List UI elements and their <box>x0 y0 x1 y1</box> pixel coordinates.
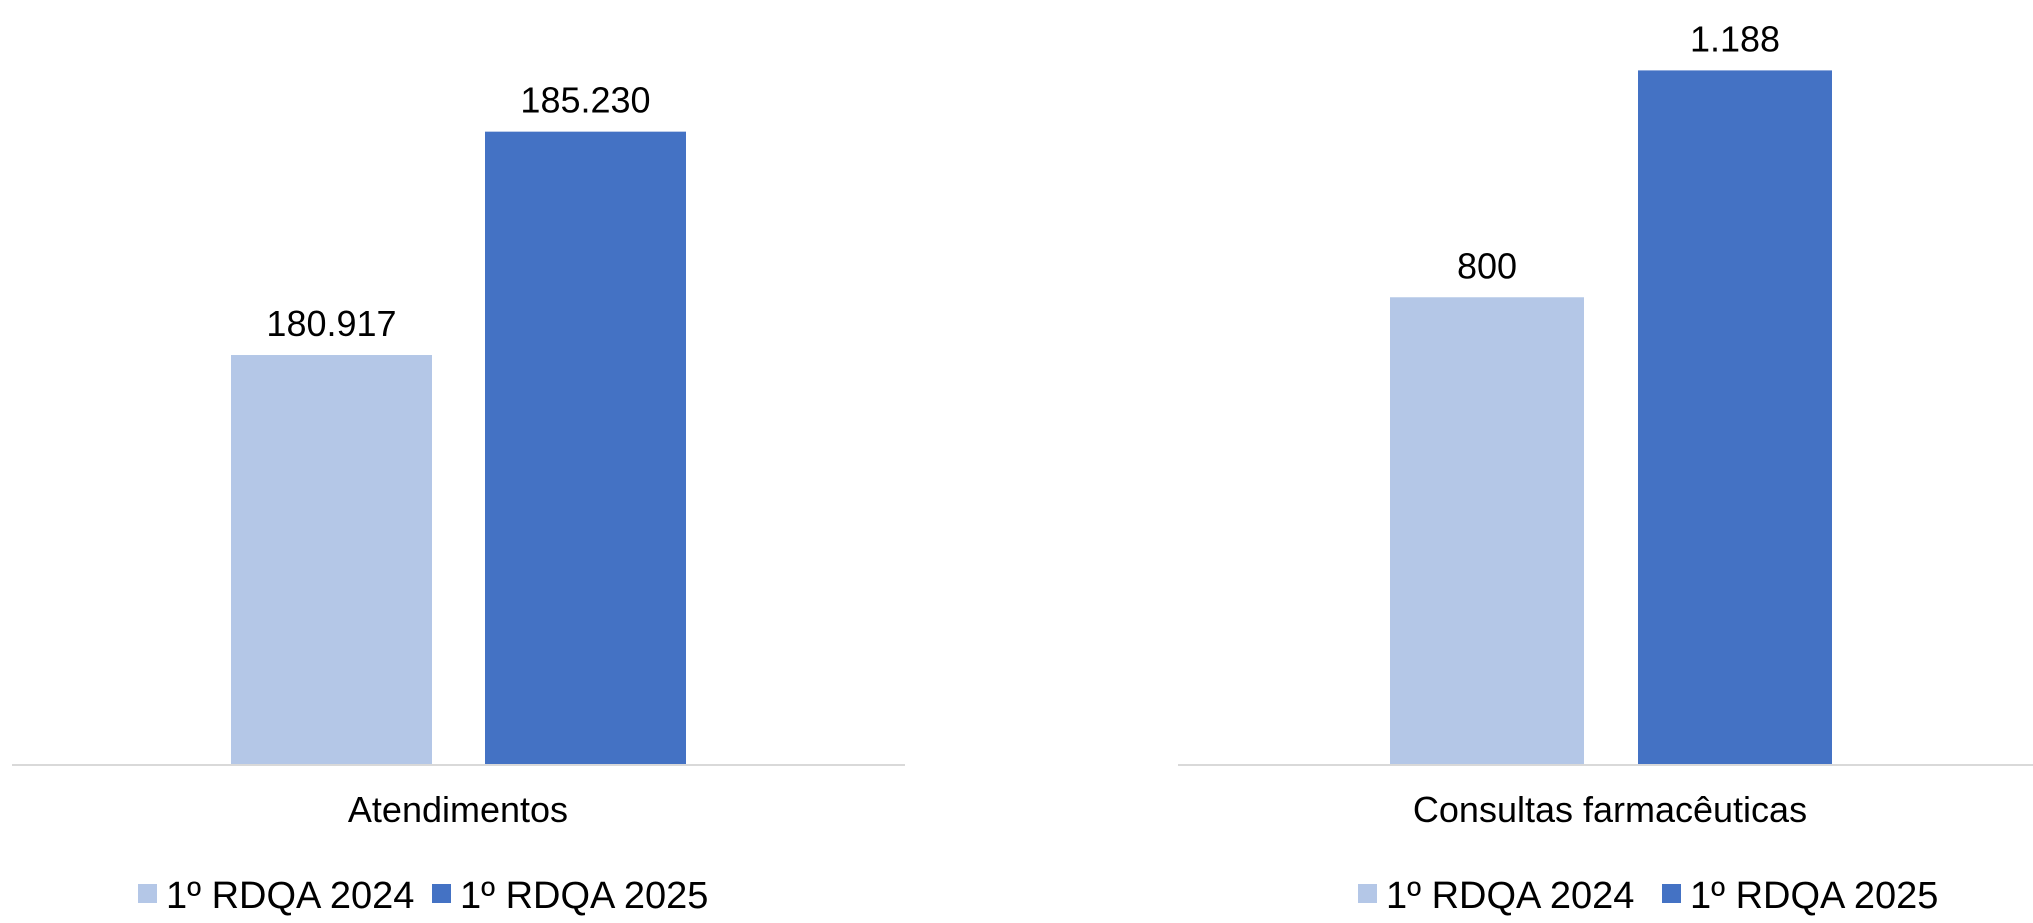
bar-rdqa-2025 <box>1638 70 1832 766</box>
chart-atendimentos: 180.917 185.230 Atendimentos 1º RDQA 2024 1º… <box>12 80 905 917</box>
legend-label: 1º RDQA 2025 <box>460 875 708 917</box>
legend-swatch <box>138 884 157 903</box>
legend-label: 1º RDQA 2024 <box>1386 875 1634 917</box>
legend-item-rdqa-2025: 1º RDQA 2025 <box>432 875 708 917</box>
legend-swatch <box>1358 884 1377 903</box>
category-label: Consultas farmacêuticas <box>1413 789 1807 830</box>
bar-rdqa-2024 <box>231 355 432 765</box>
category-label: Atendimentos <box>348 789 568 830</box>
legend-label: 1º RDQA 2025 <box>1690 875 1938 917</box>
legend-swatch <box>432 884 451 903</box>
data-label-rdqa-2025: 185.230 <box>520 80 650 121</box>
data-label-rdqa-2025: 1.188 <box>1690 18 1780 59</box>
bar-rdqa-2025 <box>485 131 686 766</box>
legend-item-rdqa-2024: 1º RDQA 2024 <box>138 875 414 917</box>
bar-rdqa-2024 <box>1390 297 1584 765</box>
legend-label: 1º RDQA 2024 <box>166 875 414 917</box>
legend-item-rdqa-2024: 1º RDQA 2024 <box>1358 875 1634 917</box>
data-label-rdqa-2024: 180.917 <box>266 303 396 344</box>
legend-swatch <box>1662 884 1681 903</box>
chart-consultas-farmaceuticas: 800 1.188 Consultas farmacêuticas 1º RDQA 2… <box>1178 18 2033 917</box>
legend-item-rdqa-2025: 1º RDQA 2025 <box>1662 875 1938 917</box>
data-label-rdqa-2024: 800 <box>1457 245 1517 286</box>
